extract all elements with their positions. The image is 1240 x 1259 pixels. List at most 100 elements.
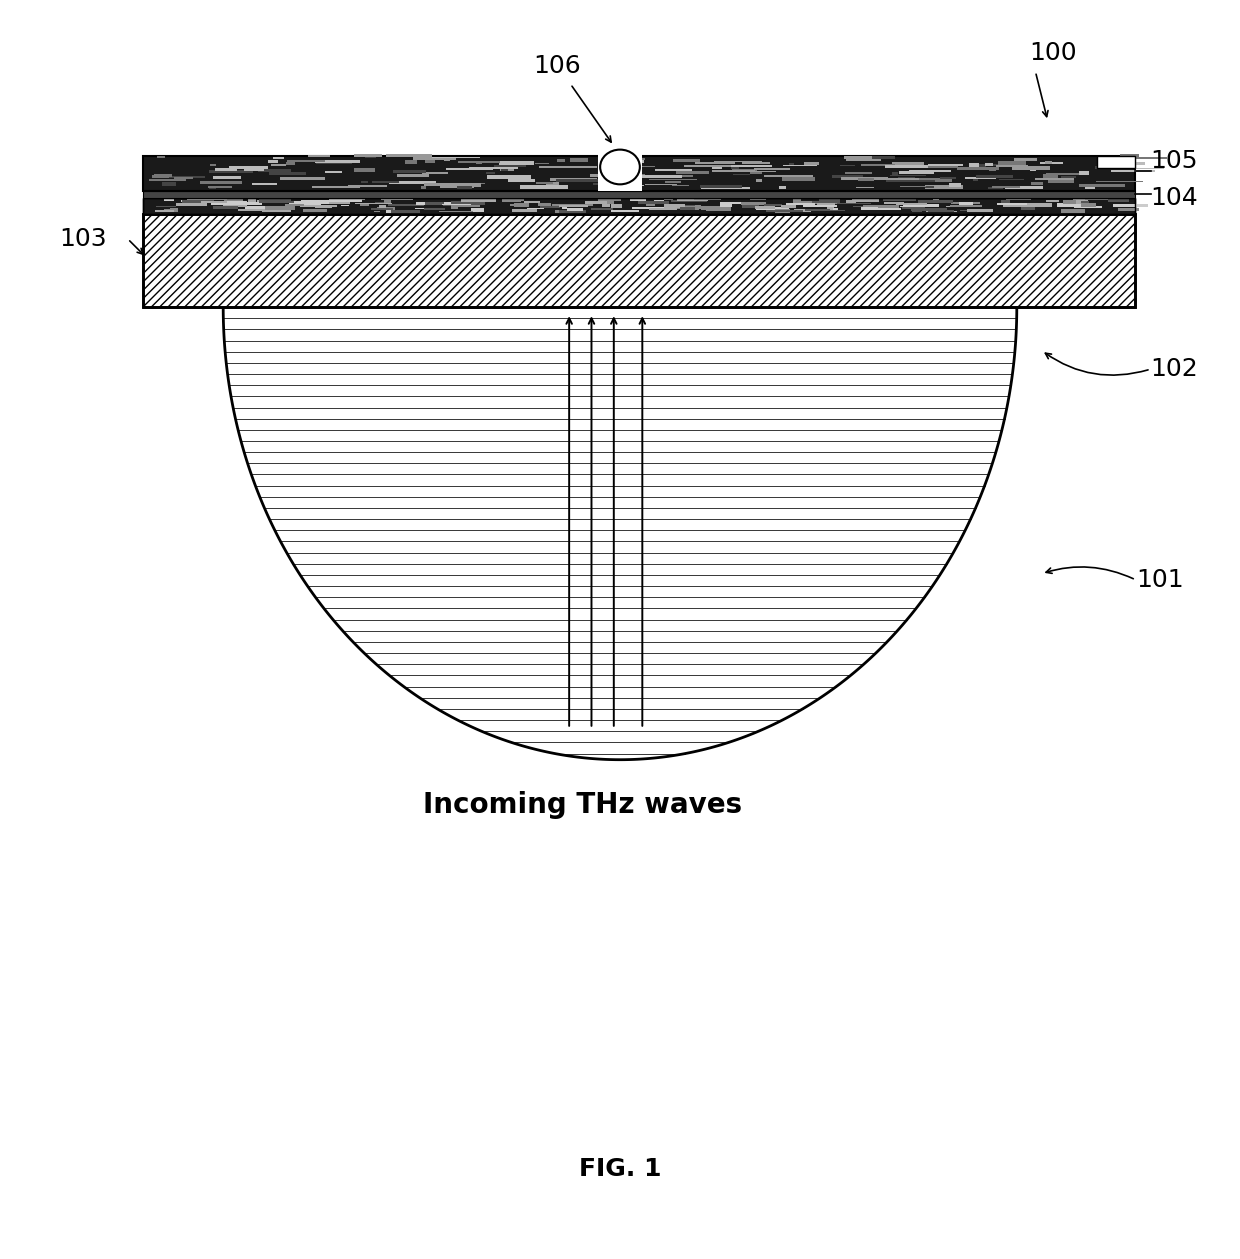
Polygon shape: [223, 307, 1017, 759]
Bar: [372, 180, 399, 183]
Bar: [928, 164, 962, 166]
Bar: [259, 201, 294, 203]
Bar: [265, 206, 295, 210]
Bar: [459, 161, 500, 162]
Bar: [950, 205, 982, 206]
Bar: [764, 175, 813, 176]
Bar: [248, 199, 255, 203]
Bar: [801, 200, 812, 203]
Bar: [864, 200, 879, 203]
Bar: [940, 210, 945, 213]
Bar: [458, 201, 485, 205]
Text: 100: 100: [1029, 42, 1076, 65]
Bar: [388, 204, 424, 206]
Bar: [714, 160, 763, 162]
Bar: [872, 156, 895, 160]
Bar: [176, 203, 207, 206]
Bar: [913, 210, 921, 213]
Bar: [1021, 208, 1035, 210]
Bar: [699, 185, 743, 189]
Bar: [630, 199, 646, 201]
Bar: [348, 185, 387, 188]
Text: 103: 103: [60, 227, 107, 251]
Bar: [164, 209, 172, 212]
Bar: [1096, 181, 1143, 183]
Bar: [440, 185, 474, 189]
Bar: [486, 175, 531, 179]
Bar: [1085, 196, 1110, 200]
Bar: [244, 206, 265, 209]
Bar: [208, 198, 227, 200]
Bar: [781, 205, 796, 208]
Bar: [1034, 203, 1047, 205]
Bar: [1111, 170, 1156, 172]
Bar: [413, 157, 456, 160]
Bar: [820, 209, 844, 212]
Bar: [890, 175, 926, 176]
Bar: [694, 162, 735, 165]
Bar: [301, 200, 330, 203]
Bar: [1079, 184, 1125, 188]
Bar: [960, 203, 973, 205]
Bar: [719, 203, 748, 204]
Bar: [677, 198, 708, 200]
Bar: [155, 210, 174, 213]
Text: Incoming THz waves: Incoming THz waves: [423, 791, 743, 818]
Bar: [1063, 200, 1076, 204]
Bar: [151, 175, 170, 178]
Bar: [804, 162, 820, 165]
Bar: [443, 203, 467, 206]
Bar: [680, 206, 699, 209]
Bar: [857, 199, 873, 201]
Bar: [157, 176, 206, 178]
Bar: [211, 165, 216, 166]
Bar: [712, 170, 755, 171]
Bar: [386, 154, 432, 157]
Bar: [301, 201, 329, 204]
Bar: [967, 209, 993, 212]
Bar: [852, 199, 879, 201]
Bar: [817, 203, 835, 206]
Bar: [856, 186, 874, 188]
Bar: [262, 210, 290, 213]
Bar: [694, 196, 720, 200]
Bar: [1061, 209, 1085, 213]
Bar: [325, 171, 342, 172]
Bar: [899, 171, 934, 174]
Bar: [598, 150, 642, 190]
Bar: [174, 176, 193, 179]
Bar: [559, 210, 585, 213]
Bar: [841, 178, 888, 180]
Bar: [874, 208, 901, 210]
Bar: [510, 204, 523, 206]
Bar: [546, 183, 559, 185]
Bar: [601, 204, 610, 206]
Bar: [563, 204, 573, 205]
Bar: [154, 174, 172, 178]
Bar: [213, 176, 242, 179]
Bar: [211, 201, 247, 205]
Bar: [901, 206, 925, 209]
Bar: [784, 165, 817, 166]
Bar: [425, 201, 444, 204]
Bar: [460, 184, 481, 186]
Bar: [505, 199, 525, 201]
Bar: [858, 179, 874, 181]
Bar: [773, 198, 794, 199]
Bar: [1097, 156, 1135, 169]
Bar: [210, 186, 217, 189]
Bar: [495, 165, 526, 167]
Bar: [820, 199, 841, 203]
Bar: [556, 204, 585, 206]
Bar: [538, 203, 552, 206]
Bar: [732, 167, 739, 169]
Bar: [1095, 166, 1126, 169]
Bar: [1027, 204, 1053, 206]
Bar: [646, 204, 655, 205]
Bar: [965, 178, 997, 179]
Bar: [863, 205, 899, 208]
Bar: [229, 166, 268, 170]
Bar: [355, 203, 392, 204]
Bar: [653, 200, 663, 201]
Bar: [603, 161, 615, 165]
